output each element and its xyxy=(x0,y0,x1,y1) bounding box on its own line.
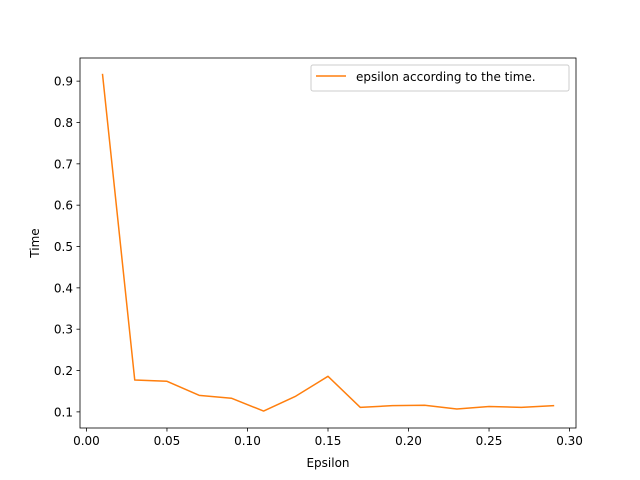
x-tick-label: 0.05 xyxy=(154,434,181,448)
y-tick-label: 0.5 xyxy=(54,240,73,254)
y-axis-label: Time xyxy=(28,228,42,258)
y-axis-ticks: 0.1 0.2 0.3 0.4 0.5 0.6 0.7 0.8 0.9 xyxy=(54,75,80,419)
y-tick-label: 0.9 xyxy=(54,75,73,89)
legend-box xyxy=(310,64,570,92)
legend: epsilon according to the time. xyxy=(310,64,570,92)
x-tick-label: 0.30 xyxy=(556,434,583,448)
x-tick-label: 0.10 xyxy=(234,434,261,448)
x-axis-ticks: 0.00 0.05 0.10 0.15 0.20 0.25 0.30 xyxy=(73,428,583,448)
x-tick-label: 0.20 xyxy=(395,434,422,448)
x-tick-label: 0.25 xyxy=(476,434,503,448)
y-tick-label: 0.3 xyxy=(54,323,73,337)
y-tick-label: 0.7 xyxy=(54,157,73,171)
x-tick-label: 0.00 xyxy=(73,434,100,448)
y-tick-label: 0.6 xyxy=(54,199,73,213)
legend-label: epsilon according to the time. xyxy=(356,70,536,84)
x-tick-label: 0.15 xyxy=(315,434,342,448)
y-tick-label: 0.4 xyxy=(54,281,73,295)
x-axis-label: Epsilon xyxy=(306,456,349,470)
plot-frame xyxy=(79,57,577,429)
y-tick-label: 0.1 xyxy=(54,405,73,419)
y-tick-label: 0.2 xyxy=(54,364,73,378)
plot-area xyxy=(80,58,576,428)
series-line xyxy=(101,73,555,412)
series-layer xyxy=(101,73,555,412)
y-tick-label: 0.8 xyxy=(54,116,73,130)
